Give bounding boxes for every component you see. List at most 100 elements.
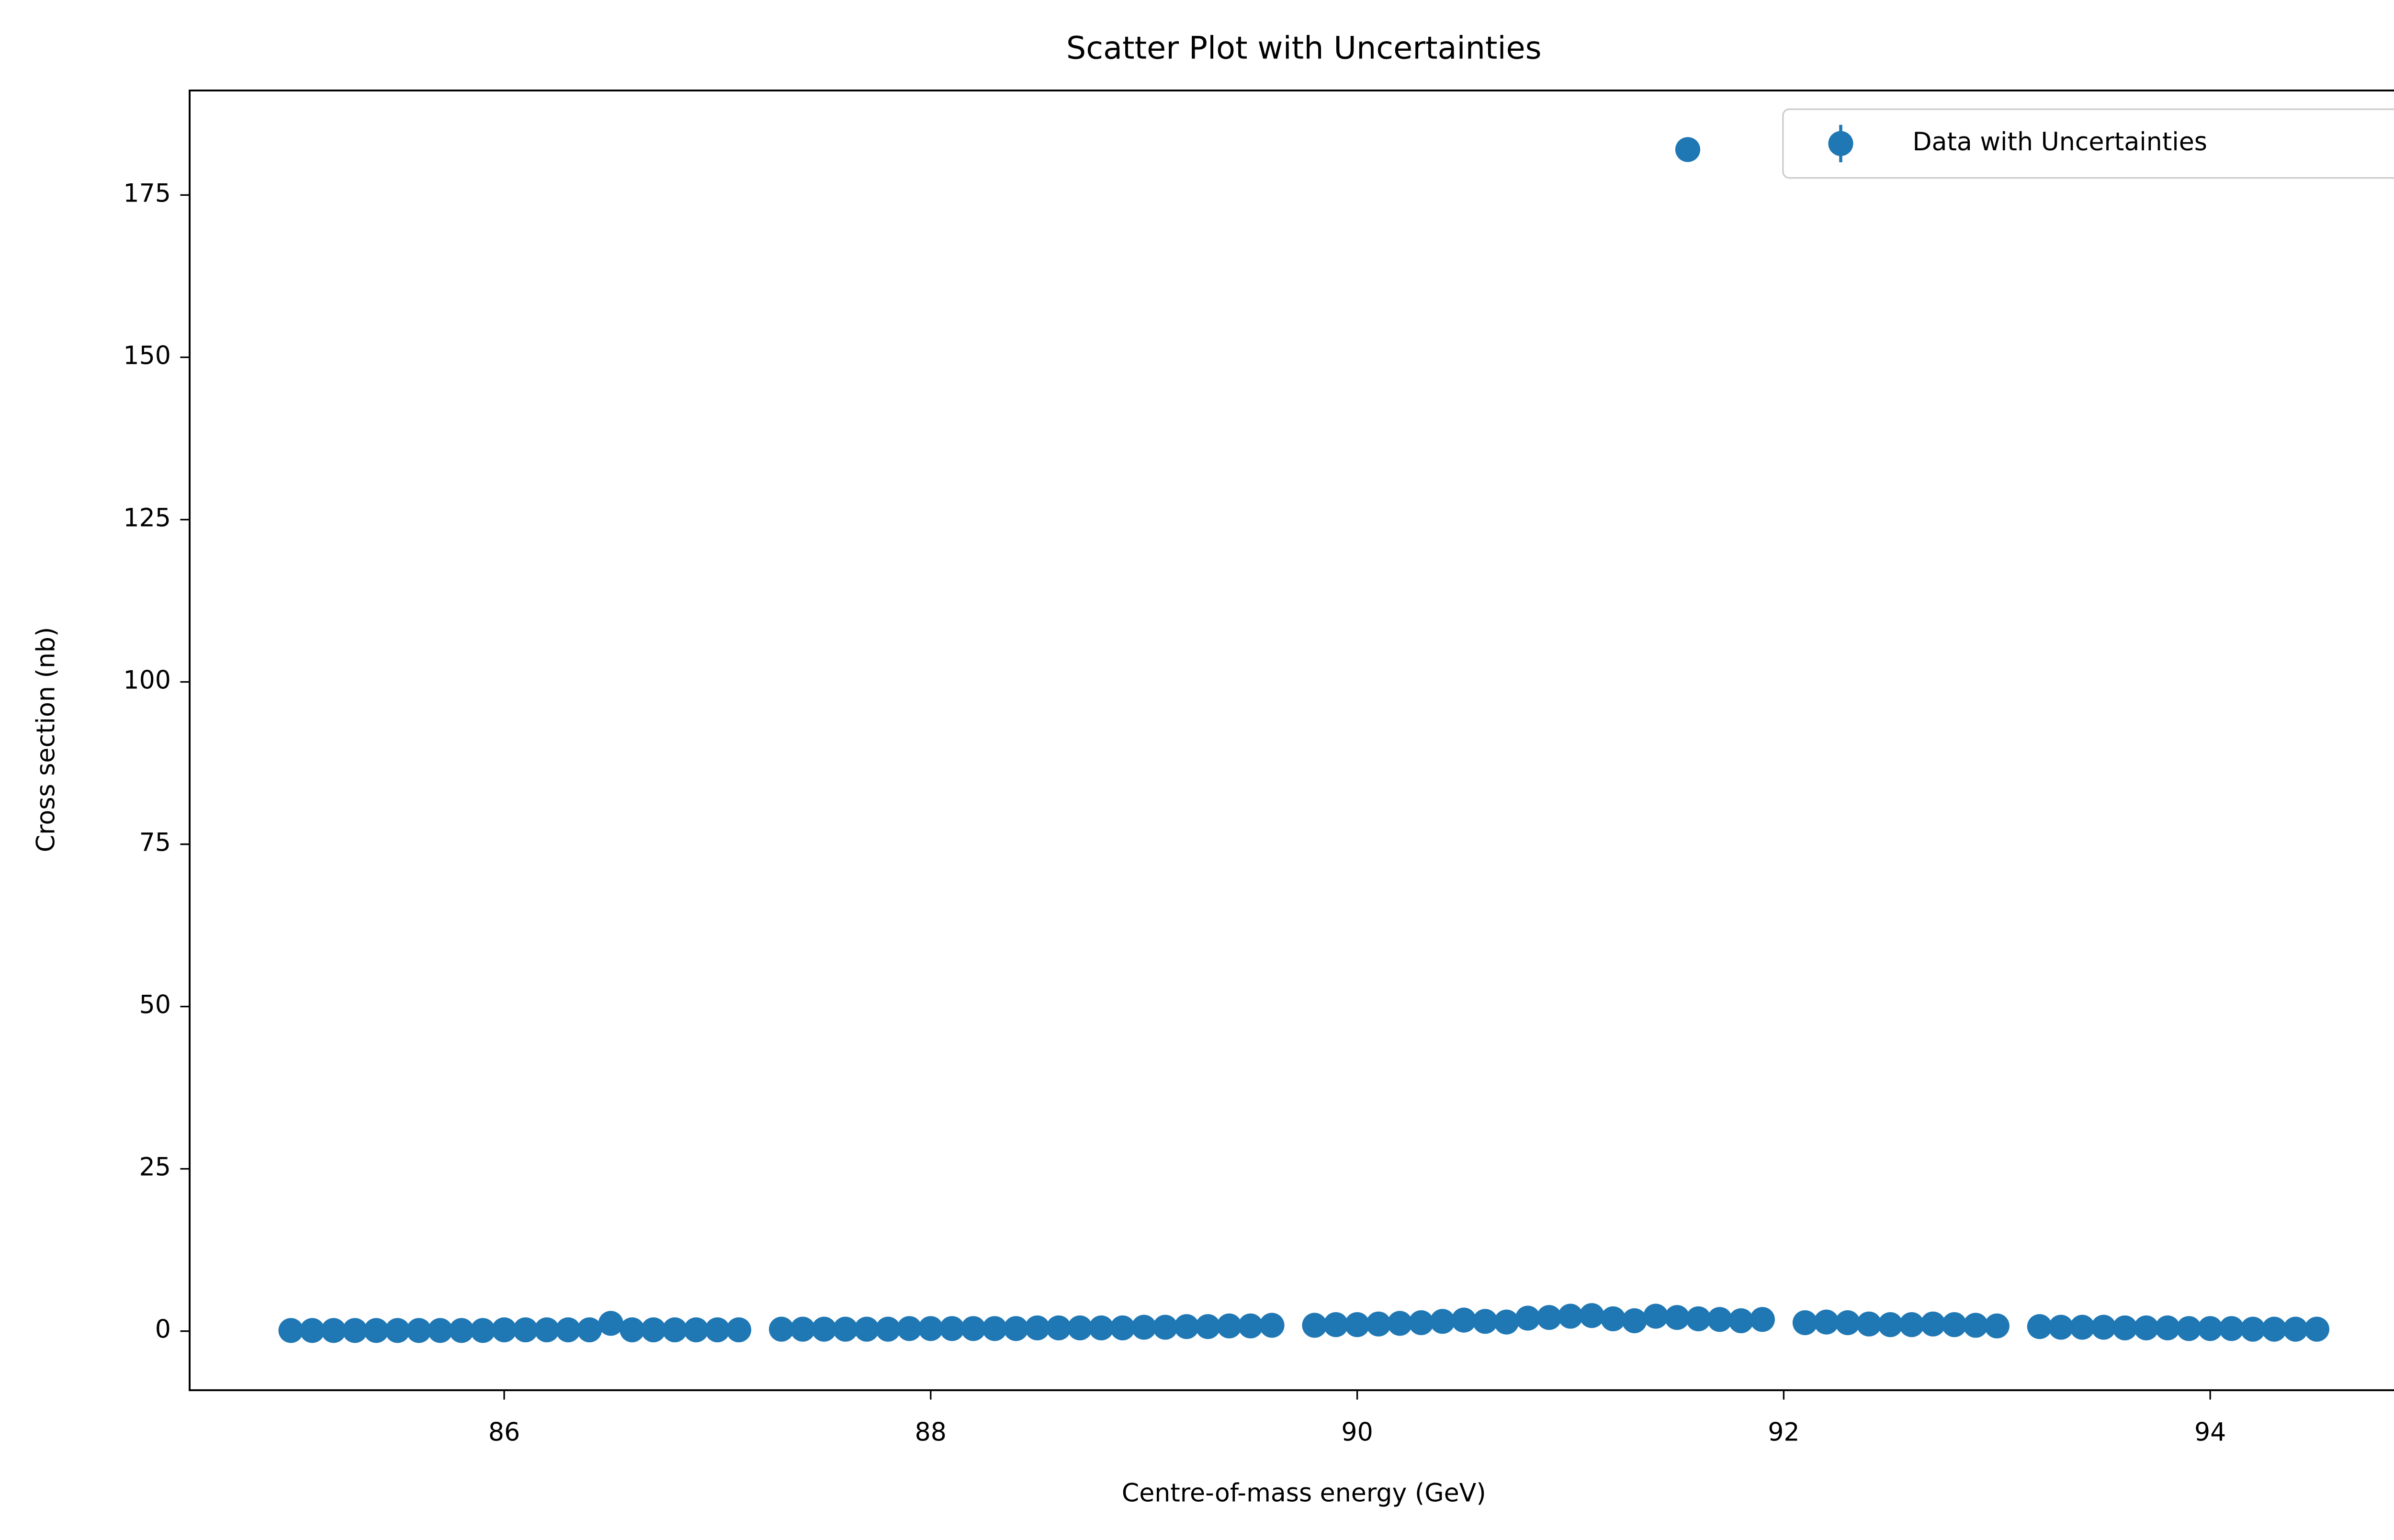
data-point <box>1856 1311 1882 1337</box>
x-tick-label: 88 <box>915 1418 947 1447</box>
data-point <box>2069 1315 2095 1340</box>
data-point <box>428 1318 453 1343</box>
data-point <box>1600 1306 1626 1331</box>
legend-box <box>1782 108 2394 179</box>
data-point <box>1494 1309 1519 1335</box>
data-point <box>363 1318 389 1343</box>
data-point <box>598 1311 623 1336</box>
data-point <box>1025 1315 1050 1340</box>
data-point <box>1536 1305 1562 1330</box>
data-point <box>1984 1313 2010 1338</box>
data-point <box>1302 1313 1327 1338</box>
data-point <box>1003 1316 1029 1341</box>
data-point <box>960 1316 986 1341</box>
legend-marker <box>1828 131 1853 156</box>
y-tick-label: 25 <box>139 1153 171 1182</box>
data-point <box>1622 1308 1647 1334</box>
plot-frame <box>189 90 2394 1392</box>
data-point <box>875 1316 901 1342</box>
legend-label: Data with Uncertainties <box>1912 128 2207 157</box>
data-point <box>1110 1315 1135 1340</box>
y-tick-label: 50 <box>139 991 171 1020</box>
data-point <box>1046 1315 1072 1340</box>
data-point <box>2176 1316 2202 1341</box>
data-point <box>1792 1310 1818 1336</box>
data-point <box>1344 1312 1370 1338</box>
data-point <box>2261 1316 2287 1342</box>
data-point <box>449 1318 474 1343</box>
data-point <box>491 1317 517 1343</box>
y-tick-label: 0 <box>155 1315 171 1344</box>
data-point <box>2134 1315 2159 1340</box>
data-point <box>1067 1315 1093 1340</box>
data-point <box>897 1316 922 1341</box>
data-point <box>1238 1313 1263 1338</box>
data-point <box>1814 1309 1839 1335</box>
data-point <box>2283 1316 2308 1342</box>
data-point <box>2091 1315 2116 1340</box>
x-tick-label: 92 <box>1768 1418 1799 1447</box>
data-point <box>726 1317 752 1343</box>
data-point <box>1366 1311 1391 1337</box>
data-point <box>1323 1312 1349 1338</box>
y-axis-label: Cross section (nb) <box>32 627 60 853</box>
data-point <box>1430 1309 1455 1334</box>
data-point <box>2155 1315 2180 1340</box>
data-point <box>555 1317 581 1343</box>
data-point <box>2304 1316 2329 1342</box>
data-point <box>812 1316 837 1342</box>
data-point <box>854 1316 880 1342</box>
data-point <box>1899 1312 1924 1338</box>
data-point <box>1664 1305 1690 1330</box>
data-point <box>1675 137 1701 162</box>
data-point <box>1089 1315 1114 1340</box>
data-point <box>833 1316 858 1342</box>
data-point <box>1942 1312 1967 1338</box>
data-point <box>1131 1315 1157 1340</box>
data-point <box>2027 1314 2052 1339</box>
data-point <box>768 1316 794 1342</box>
data-point <box>2240 1316 2266 1342</box>
y-tick-label: 125 <box>123 504 170 532</box>
data-point <box>1878 1312 1903 1338</box>
data-point <box>2219 1316 2244 1341</box>
x-tick-label: 86 <box>488 1418 520 1447</box>
data-point <box>705 1317 730 1343</box>
data-point <box>2048 1315 2074 1340</box>
data-point <box>2112 1315 2138 1340</box>
data-point <box>939 1316 965 1341</box>
data-point <box>982 1316 1007 1341</box>
data-point <box>1409 1310 1434 1336</box>
data-point <box>1152 1315 1178 1340</box>
data-point <box>1728 1308 1754 1334</box>
data-point <box>321 1318 346 1343</box>
data-point <box>790 1316 815 1342</box>
x-tick-label: 94 <box>2194 1418 2226 1447</box>
data-point <box>1217 1313 1242 1338</box>
data-point <box>1195 1314 1220 1339</box>
data-point <box>1835 1310 1861 1336</box>
data-point <box>300 1318 325 1343</box>
data-point <box>641 1317 666 1343</box>
data-point <box>1750 1307 1775 1332</box>
data-point <box>513 1317 538 1343</box>
data-point <box>1643 1304 1669 1329</box>
data-point <box>385 1318 410 1343</box>
data-point <box>1387 1311 1412 1336</box>
y-tick-label: 75 <box>139 829 171 857</box>
data-point <box>1686 1306 1711 1331</box>
chart-title: Scatter Plot with Uncertainties <box>1066 30 1542 66</box>
y-tick-label: 150 <box>123 341 170 370</box>
data-point <box>683 1317 709 1343</box>
data-point <box>1707 1307 1732 1332</box>
data-point <box>620 1317 645 1343</box>
data-point <box>1472 1309 1498 1334</box>
data-point <box>2198 1316 2223 1341</box>
data-point <box>1558 1304 1583 1329</box>
data-point <box>278 1318 304 1343</box>
data-point <box>534 1317 560 1343</box>
data-point <box>406 1318 431 1343</box>
data-point <box>342 1318 368 1343</box>
